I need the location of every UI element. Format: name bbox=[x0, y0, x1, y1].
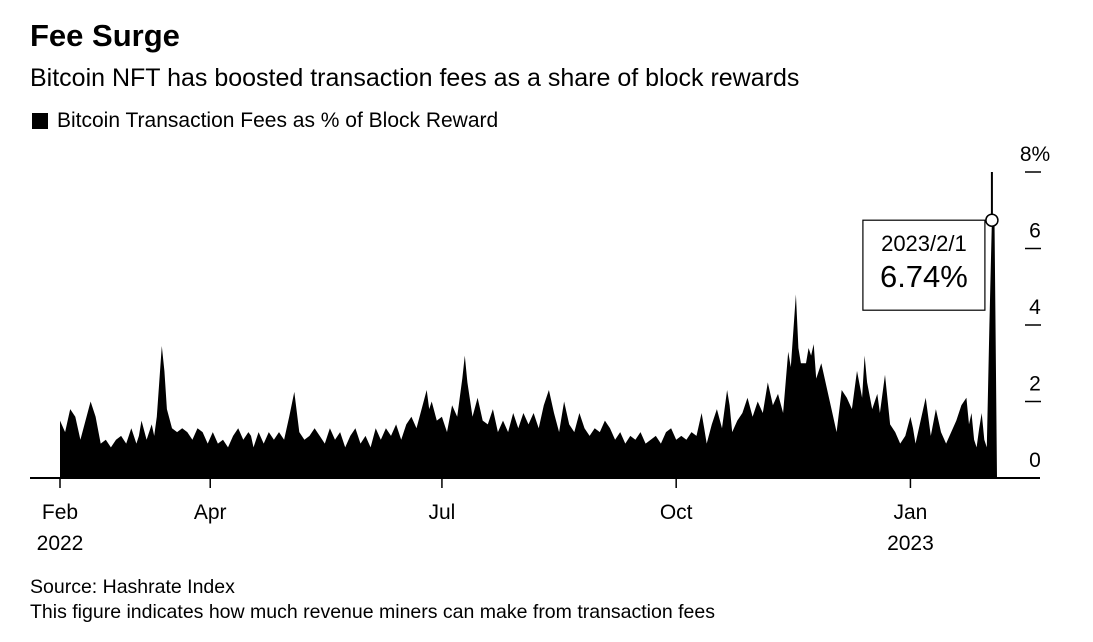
series-area bbox=[60, 220, 997, 478]
annotation-date: 2023/2/1 bbox=[881, 231, 967, 256]
x-tick-sublabel: 2022 bbox=[37, 532, 84, 555]
footnote: This figure indicates how much revenue m… bbox=[30, 601, 715, 623]
legend-swatch bbox=[32, 113, 48, 129]
legend-label: Bitcoin Transaction Fees as % of Block R… bbox=[57, 109, 499, 132]
y-tick-label: 2 bbox=[1029, 373, 1041, 396]
x-tick-label: Apr bbox=[194, 501, 227, 524]
annotation-marker bbox=[985, 213, 999, 227]
x-tick-label: Jul bbox=[428, 501, 455, 524]
y-tick-label: 6 bbox=[1029, 220, 1041, 243]
y-tick-label: 0 bbox=[1029, 449, 1041, 472]
annotation-value: 6.74% bbox=[880, 259, 968, 294]
footer: Source: Hashrate Index This figure indic… bbox=[30, 575, 715, 625]
y-tick-label: 8% bbox=[1020, 143, 1050, 166]
y-tick-label: 4 bbox=[1029, 296, 1041, 319]
legend: Bitcoin Transaction Fees as % of Block R… bbox=[32, 109, 498, 133]
chart-subtitle: Bitcoin NFT has boosted transaction fees… bbox=[30, 64, 800, 92]
x-tick-label: Jan bbox=[893, 501, 927, 524]
x-tick-label: Oct bbox=[660, 501, 693, 524]
x-tick-sublabel: 2023 bbox=[887, 532, 934, 555]
x-tick-label: Feb bbox=[42, 501, 78, 524]
annotation-box bbox=[862, 219, 986, 311]
source-note: Source: Hashrate Index bbox=[30, 576, 235, 598]
chart-title: Fee Surge bbox=[30, 18, 180, 53]
